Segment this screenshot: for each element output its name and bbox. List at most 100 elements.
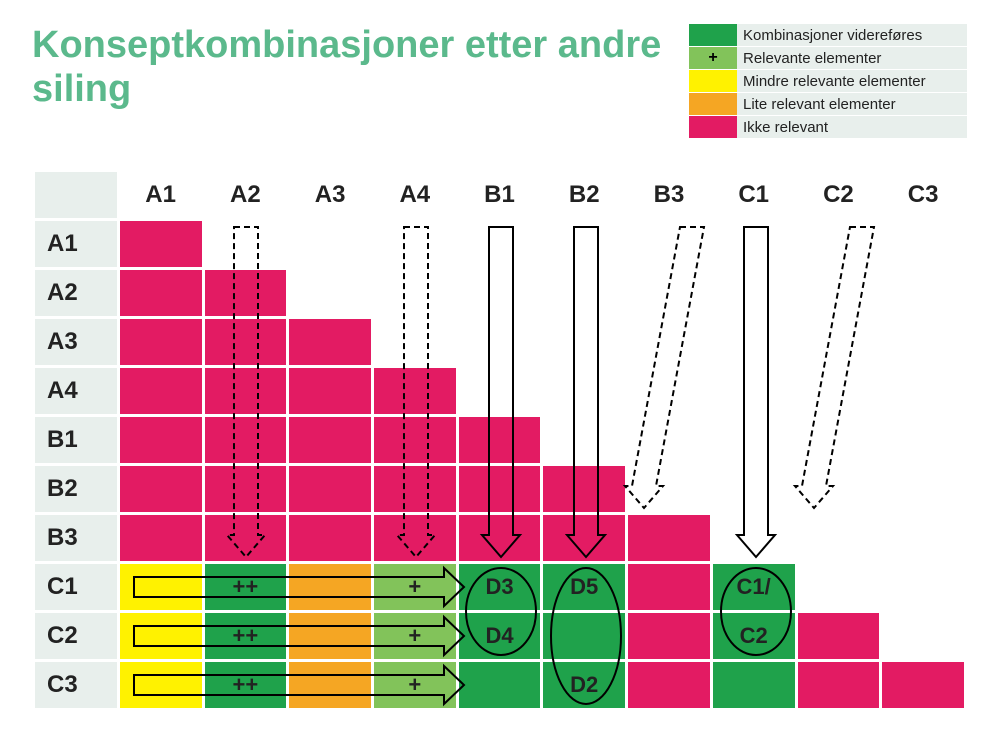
cell-value xyxy=(120,270,202,316)
cell-value xyxy=(289,613,371,659)
row-header: B2 xyxy=(35,466,117,512)
row-header: A4 xyxy=(35,368,117,414)
blank-cell xyxy=(713,466,795,512)
matrix-cell xyxy=(374,368,456,414)
cell-value: ++ xyxy=(205,613,287,659)
matrix-cell xyxy=(289,417,371,463)
cell-value xyxy=(374,466,456,512)
col-header: B2 xyxy=(543,172,625,218)
blank-cell xyxy=(628,466,710,512)
cell-value xyxy=(543,515,625,561)
cell-value xyxy=(374,417,456,463)
matrix-cell xyxy=(628,564,710,610)
matrix-cell: D5 xyxy=(543,564,625,610)
matrix-cell xyxy=(289,466,371,512)
blank-cell xyxy=(798,515,880,561)
matrix-cell: ++ xyxy=(205,613,287,659)
blank-cell xyxy=(543,417,625,463)
col-header: A1 xyxy=(120,172,202,218)
blank-cell xyxy=(798,319,880,365)
matrix-cell xyxy=(120,368,202,414)
legend-label: Kombinasjoner videreføres xyxy=(737,27,922,44)
matrix-cell xyxy=(374,417,456,463)
cell-value xyxy=(120,368,202,414)
row-header: C1 xyxy=(35,564,117,610)
matrix-cell xyxy=(120,417,202,463)
col-header: B3 xyxy=(628,172,710,218)
matrix-wrap: A1A2A3A4B1B2B3C1C2C3A1A2A3A4B1B2B3C1+++D… xyxy=(32,169,967,711)
cell-value xyxy=(543,613,625,659)
matrix-cell xyxy=(289,564,371,610)
matrix-cell xyxy=(289,368,371,414)
matrix-cell xyxy=(628,613,710,659)
cell-value xyxy=(289,417,371,463)
matrix-cell xyxy=(120,662,202,708)
blank-cell xyxy=(628,417,710,463)
legend-swatch: + xyxy=(689,47,737,69)
cell-value xyxy=(120,515,202,561)
matrix-cell xyxy=(120,515,202,561)
cell-value xyxy=(120,417,202,463)
matrix-cell xyxy=(205,319,287,365)
blank-cell xyxy=(882,417,964,463)
legend-swatch xyxy=(689,70,737,92)
matrix-cell xyxy=(120,466,202,512)
blank-cell xyxy=(882,221,964,267)
cell-value xyxy=(120,221,202,267)
blank-cell xyxy=(459,368,541,414)
blank-cell xyxy=(798,270,880,316)
legend-swatch xyxy=(689,24,737,46)
cell-value xyxy=(459,662,541,708)
row-header: C2 xyxy=(35,613,117,659)
matrix-cell: D3 xyxy=(459,564,541,610)
blank-cell xyxy=(882,466,964,512)
matrix-cell xyxy=(289,319,371,365)
legend-swatch xyxy=(689,116,737,138)
blank-cell xyxy=(374,221,456,267)
blank-cell xyxy=(205,221,287,267)
matrix-cell xyxy=(205,515,287,561)
matrix-cell xyxy=(374,466,456,512)
page-title: Konseptkombinasjoner etter andre siling xyxy=(32,24,689,111)
legend-label: Ikke relevant xyxy=(737,119,828,136)
cell-value xyxy=(205,319,287,365)
blank-cell xyxy=(713,319,795,365)
cell-value xyxy=(459,466,541,512)
col-header: B1 xyxy=(459,172,541,218)
blank-cell xyxy=(882,564,964,610)
blank-cell xyxy=(798,368,880,414)
cell-value xyxy=(120,319,202,365)
cell-value xyxy=(205,466,287,512)
cell-value: D3 xyxy=(459,564,541,610)
row-header: B3 xyxy=(35,515,117,561)
matrix-cell xyxy=(882,662,964,708)
cell-value xyxy=(798,613,880,659)
matrix-cell xyxy=(120,319,202,365)
row-header: C3 xyxy=(35,662,117,708)
blank-cell xyxy=(798,417,880,463)
matrix-cell xyxy=(120,613,202,659)
matrix-cell: C1/ xyxy=(713,564,795,610)
blank-cell xyxy=(543,319,625,365)
col-header: C2 xyxy=(798,172,880,218)
blank-cell xyxy=(459,221,541,267)
matrix-cell: ++ xyxy=(205,662,287,708)
matrix-cell xyxy=(798,613,880,659)
cell-value xyxy=(120,662,202,708)
blank-cell xyxy=(628,319,710,365)
cell-value xyxy=(543,466,625,512)
matrix-cell xyxy=(543,515,625,561)
legend-row: Kombinasjoner videreføres xyxy=(689,24,967,46)
matrix-cell: C2 xyxy=(713,613,795,659)
cell-value: + xyxy=(374,662,456,708)
cell-value xyxy=(289,368,371,414)
matrix-cell xyxy=(120,564,202,610)
matrix-cell xyxy=(459,466,541,512)
blank-cell xyxy=(543,270,625,316)
cell-value xyxy=(205,417,287,463)
blank-cell xyxy=(713,417,795,463)
cell-value: C2 xyxy=(713,613,795,659)
matrix-cell xyxy=(120,270,202,316)
cell-value xyxy=(374,368,456,414)
blank-cell xyxy=(289,221,371,267)
